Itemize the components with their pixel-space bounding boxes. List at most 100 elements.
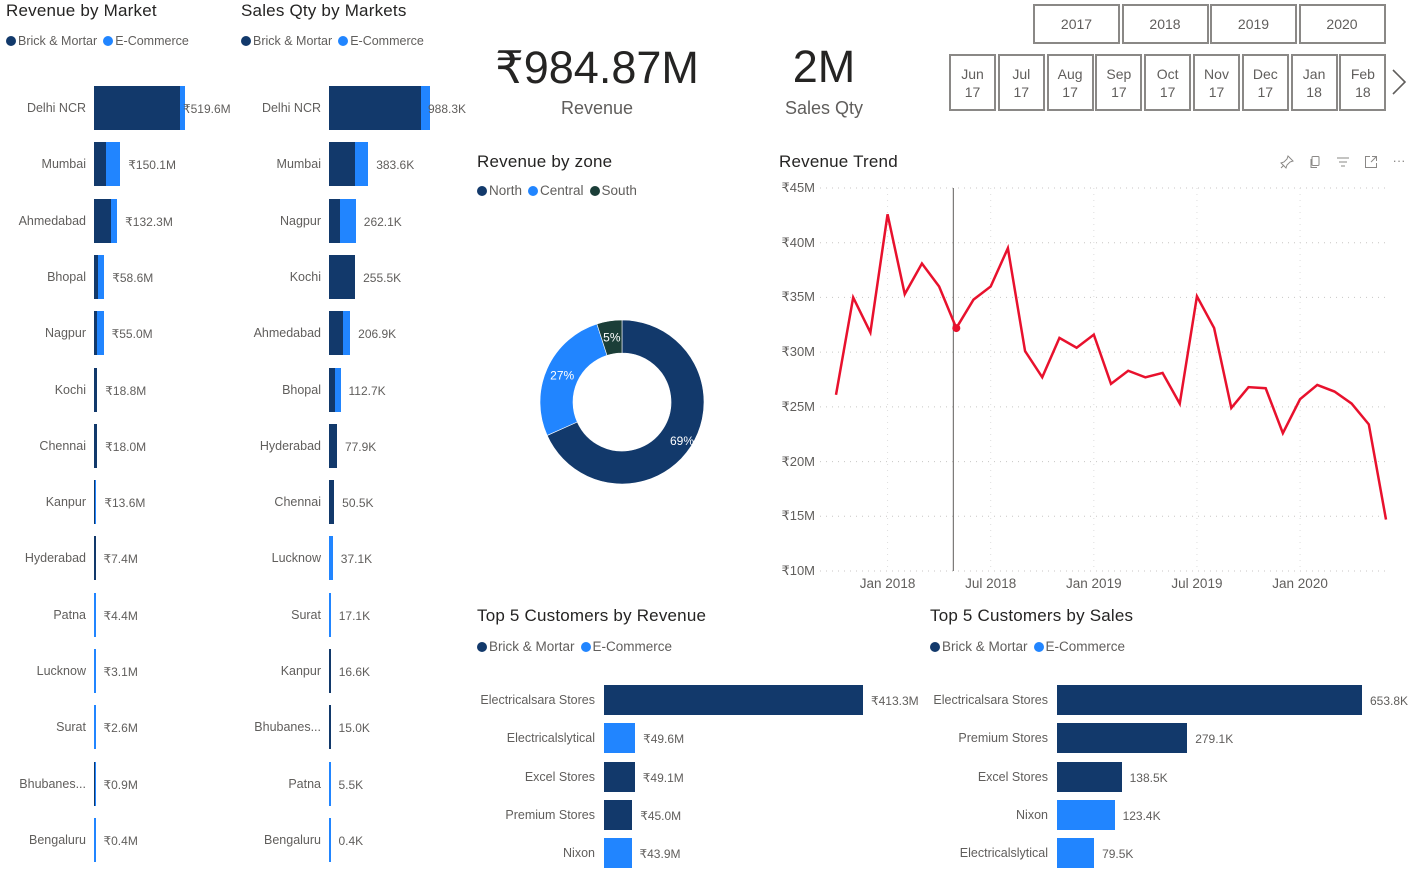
bar-value: ₹18.0M: [105, 439, 147, 454]
bar-label: Delhi NCR: [26, 101, 86, 115]
bar-value: 0.4K: [338, 833, 364, 848]
year-tile-2019[interactable]: 2019: [1210, 4, 1297, 44]
y-tick-label: ₹15M: [781, 508, 815, 524]
bar-ecom-segment[interactable]: [111, 198, 118, 243]
bar-brick-segment[interactable]: [94, 198, 112, 243]
customer-bar[interactable]: [1057, 799, 1115, 830]
bar-brick-segment[interactable]: [329, 480, 335, 525]
bar-brick-segment[interactable]: [94, 480, 96, 525]
month-tile[interactable]: Oct 17: [1144, 54, 1192, 111]
legend-south[interactable]: South: [589, 183, 637, 198]
bar-brick-segment[interactable]: [94, 423, 98, 468]
month-tile[interactable]: Sep 17: [1095, 54, 1143, 111]
copy-icon[interactable]: [1307, 155, 1323, 171]
bar-brick-segment[interactable]: [329, 705, 331, 750]
month-tile[interactable]: Jul 17: [997, 54, 1045, 111]
bar-ecom-segment[interactable]: [329, 592, 331, 637]
bar-ecom-segment[interactable]: [105, 142, 121, 187]
year-tile-2020[interactable]: 2020: [1298, 4, 1386, 44]
month-tile[interactable]: Feb 18: [1339, 54, 1387, 111]
legend-ecom[interactable]: E-Commerce: [338, 34, 424, 48]
bar-ecom-segment[interactable]: [98, 254, 105, 299]
bar-brick-segment[interactable]: [329, 311, 344, 356]
customer-value: ₹43.9M: [639, 847, 681, 862]
more-options-icon[interactable]: ···: [1392, 153, 1406, 168]
bar-brick-segment[interactable]: [329, 367, 335, 412]
bar-ecom-segment[interactable]: [94, 649, 96, 693]
legend-ecom[interactable]: E-Commerce: [103, 34, 189, 48]
bar-value: 17.1K: [338, 608, 371, 623]
bar-ecom-segment[interactable]: [343, 311, 351, 356]
bar-ecom-segment[interactable]: [334, 367, 341, 412]
bar-ecom-segment[interactable]: [95, 480, 97, 525]
brick-dot-icon: [241, 36, 251, 46]
revenue-trend-line[interactable]: [834, 213, 1388, 520]
bar-brick-segment[interactable]: [94, 254, 99, 299]
bar-brick-segment[interactable]: [329, 423, 337, 468]
legend-brick[interactable]: Brick & Mortar: [6, 34, 97, 48]
month-tile[interactable]: Aug 17: [1046, 54, 1094, 111]
customer-bar[interactable]: [604, 723, 636, 754]
filter-icon[interactable]: [1335, 155, 1351, 171]
legend-north[interactable]: North: [477, 183, 522, 198]
legend-brick[interactable]: Brick & Mortar: [241, 34, 332, 48]
month-tile[interactable]: Jan 18: [1290, 54, 1338, 111]
bar-ecom-segment[interactable]: [94, 705, 96, 750]
bar-value: 15.0K: [338, 721, 370, 736]
donut-slice-central[interactable]: [539, 323, 608, 436]
bar-ecom-segment[interactable]: [329, 761, 331, 806]
bar-ecom-segment[interactable]: [94, 761, 96, 806]
trend-point[interactable]: [952, 324, 961, 333]
y-tick-label: ₹30M: [781, 344, 815, 360]
bar-brick-segment[interactable]: [329, 142, 355, 187]
donut-label: 5%: [603, 330, 621, 344]
bar-brick-segment[interactable]: [329, 649, 331, 693]
bar-ecom-segment[interactable]: [179, 86, 185, 130]
bar-brick-segment[interactable]: [94, 86, 180, 130]
bar-ecom-segment[interactable]: [94, 592, 96, 637]
bar-brick-segment[interactable]: [329, 86, 421, 130]
year-tile-2017[interactable]: 2017: [1033, 4, 1120, 44]
bar-brick-segment[interactable]: [94, 367, 98, 412]
focus-mode-icon[interactable]: [1363, 155, 1379, 171]
month-tile[interactable]: Nov 17: [1193, 54, 1240, 111]
customer-bar[interactable]: [604, 761, 635, 792]
legend-brick[interactable]: Brick & Mortar: [930, 639, 1028, 654]
customer-bar[interactable]: [1057, 723, 1188, 754]
legend-brick[interactable]: Brick & Mortar: [477, 639, 575, 654]
bar-brick-segment[interactable]: [94, 761, 95, 806]
customer-bar[interactable]: [1057, 685, 1362, 715]
customer-bar[interactable]: [604, 685, 863, 715]
customer-bar[interactable]: [1057, 761, 1122, 792]
bar-brick-segment[interactable]: [94, 536, 96, 581]
bar-brick-segment[interactable]: [329, 254, 356, 299]
legend-central[interactable]: Central: [528, 183, 584, 198]
donut-slice-north[interactable]: [546, 319, 705, 485]
bar-brick-segment[interactable]: [94, 311, 97, 356]
bar-ecom-segment[interactable]: [339, 198, 356, 243]
customer-bar[interactable]: [604, 838, 632, 869]
legend-ecom[interactable]: E-Commerce: [1033, 639, 1126, 654]
donut-slice-south[interactable]: [596, 319, 623, 356]
customer-bar[interactable]: [604, 799, 633, 830]
pin-icon[interactable]: [1279, 155, 1295, 171]
bar-ecom-segment[interactable]: [94, 817, 96, 862]
chevron-right-icon[interactable]: [1390, 68, 1408, 96]
customer-label: Electricalslytical: [959, 846, 1048, 861]
year-tile-2018[interactable]: 2018: [1121, 4, 1209, 44]
legend-label: E-Commerce: [1045, 639, 1126, 654]
bar-label: Bhubanes...: [254, 720, 321, 735]
customer-bar[interactable]: [1057, 838, 1095, 869]
bar-ecom-segment[interactable]: [420, 86, 430, 130]
legend-ecom[interactable]: E-Commerce: [580, 639, 672, 654]
bar-brick-segment[interactable]: [94, 142, 106, 187]
bar-ecom-segment[interactable]: [329, 817, 331, 862]
bar-ecom-segment[interactable]: [329, 536, 333, 581]
month-year: 17: [1257, 83, 1274, 100]
bar-ecom-segment[interactable]: [354, 142, 369, 187]
month-tile[interactable]: Dec 17: [1241, 54, 1289, 111]
bar-brick-segment[interactable]: [329, 198, 340, 243]
month-tile[interactable]: Jun 17: [949, 54, 996, 111]
bar-ecom-segment[interactable]: [96, 311, 104, 356]
